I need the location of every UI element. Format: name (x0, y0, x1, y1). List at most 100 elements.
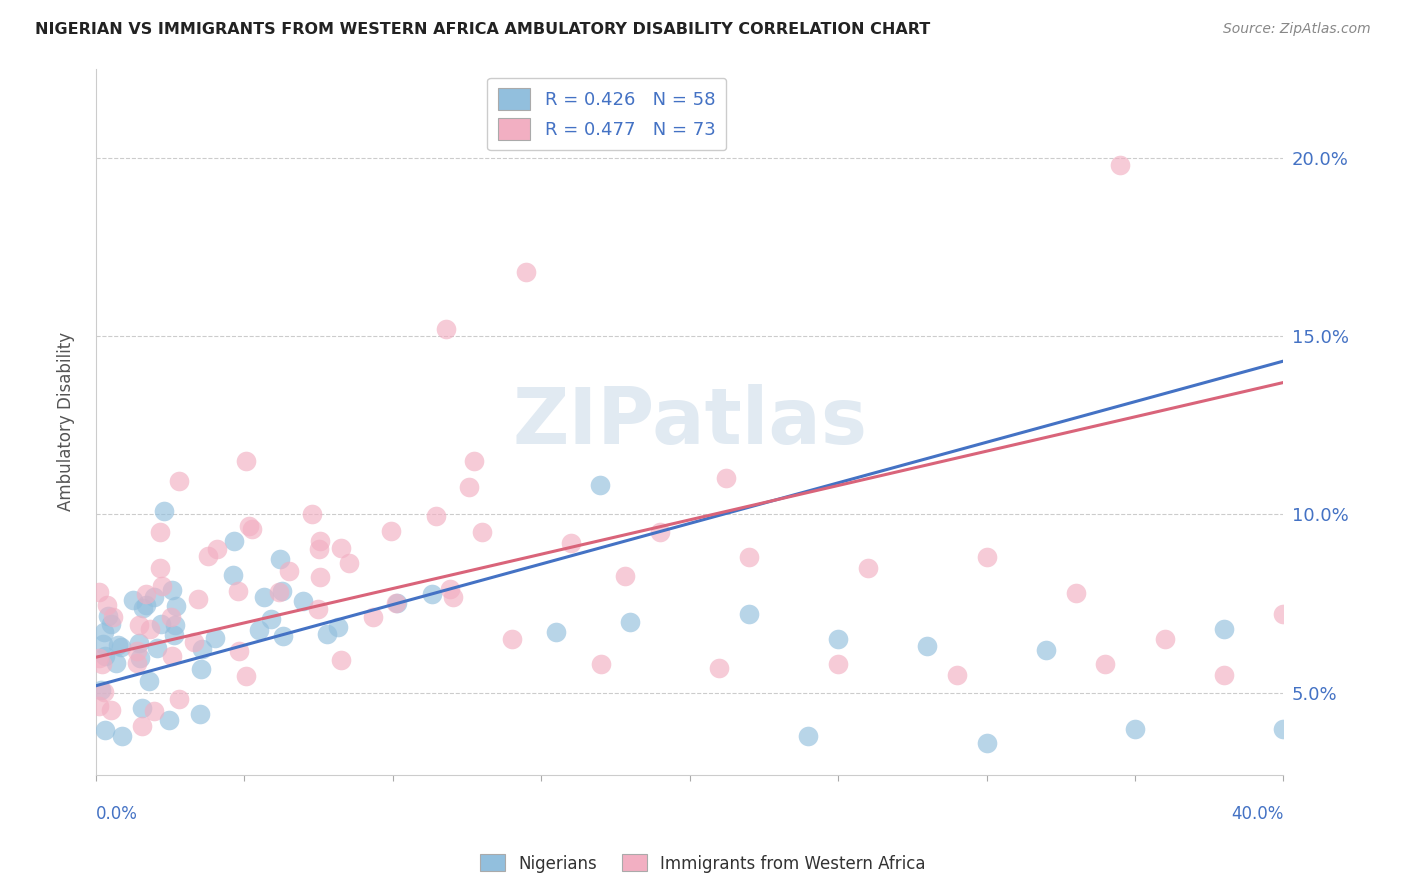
Text: ZIPatlas: ZIPatlas (512, 384, 868, 459)
Point (160, 583, 183, 598)
Point (150, 579, 173, 593)
Point (91, 657, 114, 672)
Point (339, 556, 361, 570)
Point (153, 503, 176, 517)
Point (501, 632, 523, 647)
Point (267, 585, 290, 599)
Point (100, 617, 122, 632)
Point (1035, 643, 1057, 657)
Point (163, 617, 186, 632)
Text: 40.0%: 40.0% (1232, 805, 1284, 823)
Point (270, 584, 292, 599)
Point (238, 519, 260, 533)
Point (110, 640, 132, 654)
Point (326, 619, 349, 633)
Point (87, 584, 110, 599)
Point (157, 713, 180, 727)
Point (1153, 632, 1175, 647)
Point (142, 704, 165, 718)
Point (226, 584, 249, 599)
Point (135, 599, 157, 613)
Point (93, 685, 115, 699)
Point (441, 590, 464, 604)
Point (589, 657, 612, 672)
Point (463, 454, 485, 468)
Point (259, 612, 281, 626)
Point (253, 590, 276, 604)
Text: NIGERIAN VS IMMIGRANTS FROM WESTERN AFRICA AMBULATORY DISABILITY CORRELATION CHA: NIGERIAN VS IMMIGRANTS FROM WESTERN AFRI… (35, 22, 931, 37)
Point (96, 598, 118, 612)
Point (1213, 622, 1236, 636)
Y-axis label: Ambulatory Disability: Ambulatory Disability (58, 332, 75, 511)
Point (97, 609, 120, 624)
Point (143, 591, 166, 605)
Point (100, 703, 122, 717)
Point (111, 729, 134, 743)
Point (235, 454, 257, 468)
Point (94, 723, 117, 737)
Point (1272, 722, 1295, 736)
Point (330, 653, 353, 667)
Point (90, 682, 112, 697)
Point (138, 622, 160, 636)
Point (135, 587, 157, 601)
Point (515, 265, 537, 279)
Point (330, 541, 353, 555)
Point (165, 599, 187, 613)
Point (91, 638, 114, 652)
Point (149, 524, 172, 539)
Point (613, 569, 636, 583)
Point (235, 669, 257, 683)
Point (1123, 722, 1146, 736)
Point (709, 661, 731, 675)
Point (738, 607, 761, 622)
Point (128, 636, 150, 650)
Point (309, 570, 332, 584)
Text: 0.0%: 0.0% (96, 805, 138, 823)
Point (439, 582, 461, 596)
Point (560, 536, 582, 550)
Point (240, 522, 263, 536)
Point (149, 561, 172, 575)
Point (361, 610, 384, 624)
Point (160, 610, 183, 624)
Point (87, 698, 110, 713)
Point (121, 593, 143, 607)
Point (827, 632, 849, 647)
Point (269, 552, 291, 566)
Legend: Nigerians, Immigrants from Western Africa: Nigerians, Immigrants from Western Afric… (474, 847, 932, 880)
Point (101, 610, 124, 624)
Point (797, 729, 820, 743)
Point (127, 656, 149, 670)
Point (619, 615, 641, 629)
Point (946, 668, 969, 682)
Point (308, 542, 330, 557)
Point (247, 623, 270, 637)
Point (169, 474, 191, 488)
Point (1109, 158, 1132, 172)
Point (589, 477, 612, 491)
Point (138, 674, 160, 689)
Point (187, 592, 209, 607)
Point (107, 638, 129, 652)
Point (738, 550, 761, 565)
Point (316, 627, 339, 641)
Point (471, 525, 494, 540)
Point (94, 648, 117, 663)
Point (190, 662, 212, 676)
Point (301, 507, 323, 521)
Point (162, 649, 184, 664)
Point (309, 533, 332, 548)
Point (87, 651, 110, 665)
Point (190, 642, 212, 657)
Point (292, 593, 315, 607)
Point (145, 641, 167, 656)
Point (420, 587, 443, 601)
Point (228, 644, 250, 658)
Point (1094, 657, 1116, 672)
Text: Source: ZipAtlas.com: Source: ZipAtlas.com (1223, 22, 1371, 37)
Point (1331, 729, 1354, 743)
Point (150, 616, 173, 631)
Point (1272, 607, 1295, 622)
Point (105, 656, 128, 670)
